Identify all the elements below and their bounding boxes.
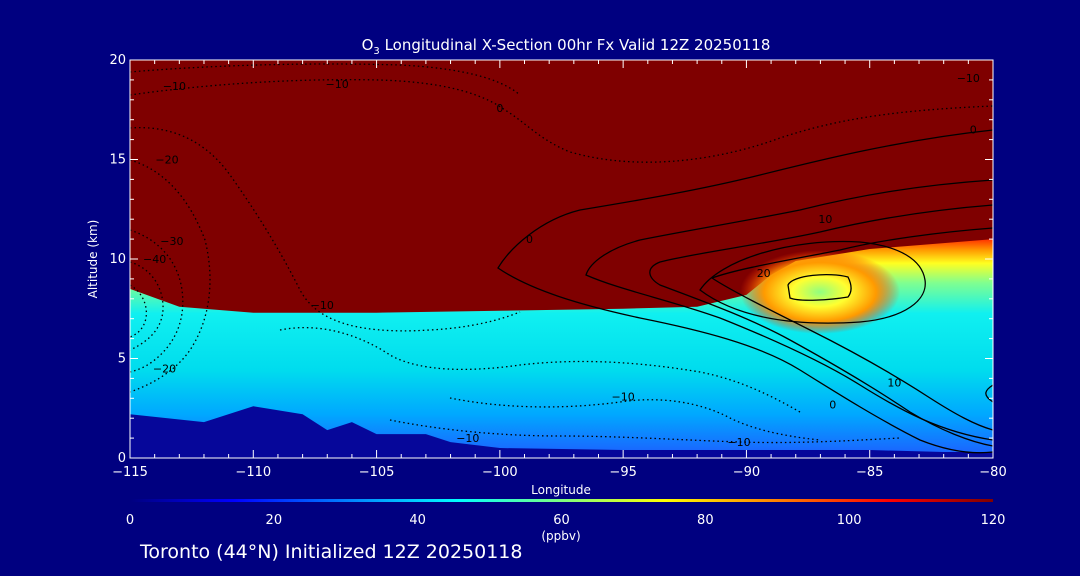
contour-zero-wedge <box>497 129 993 454</box>
contour-neg-left-2 <box>130 159 211 393</box>
colorbar-tick-label: 80 <box>697 513 714 528</box>
contour-10-wedge <box>585 179 993 441</box>
x-tick-label: −95 <box>609 465 636 480</box>
footer-text: Toronto (44°N) Initialized 12Z 20250118 <box>140 541 523 563</box>
contour-neg-mid <box>279 326 801 413</box>
x-tick-label: −85 <box>856 465 883 480</box>
high-ozone-anomaly <box>740 250 900 334</box>
terrain-fill <box>130 406 993 458</box>
contour-neg-minus10-top <box>130 63 521 96</box>
colorbar-unit: (ppbv) <box>541 529 580 543</box>
colorbar-tick-label: 100 <box>837 513 862 528</box>
contour-neg-upper <box>130 79 993 163</box>
contour-neg-minus10-low <box>449 397 821 441</box>
x-axis: −115 −110 −105 −100 −95 −90 −85 −80 <box>112 60 1007 480</box>
contour-anomaly-inner <box>787 273 852 301</box>
colorbar-tick-label: 60 <box>553 513 570 528</box>
contour-label: −10 <box>311 299 334 312</box>
contour-label: −10 <box>163 80 186 93</box>
y-tick-label: 5 <box>118 352 126 367</box>
contour-label: −10 <box>326 78 349 91</box>
contour-20-wedge <box>649 204 993 447</box>
colorbar-ticks: 0 20 40 60 80 100 120 <box>126 513 1006 528</box>
contour-neg-left-1 <box>130 126 521 332</box>
colorbar: 0 20 40 60 80 100 120 (ppbv) <box>126 499 1006 543</box>
colorbar-gradient <box>130 499 993 502</box>
contour-30-wedge <box>710 227 993 431</box>
contour-label: 0 <box>829 398 836 411</box>
contour-label: 10 <box>818 213 832 226</box>
y-tick-label: 20 <box>109 53 126 68</box>
colorbar-tick-label: 40 <box>409 513 426 528</box>
contour-label: 0 <box>970 124 977 137</box>
colorbar-tick-label: 120 <box>981 513 1006 528</box>
contour-label: −10 <box>727 436 750 449</box>
y-tick-label: 0 <box>118 451 126 466</box>
contour-label: −20 <box>155 154 178 167</box>
contour-label: −30 <box>160 235 183 248</box>
contour-label: 10 <box>887 376 901 389</box>
contour-right-edge <box>985 384 993 403</box>
contour-label: −10 <box>456 432 479 445</box>
contour-label-layer: −10 −10 −10 0 0 −20 10 −30 −40 0 20 −10 −20 10 −10 0 −10… <box>143 72 980 449</box>
x-tick-label: −90 <box>733 465 760 480</box>
contour-label: 0 <box>526 233 533 246</box>
contour-anomaly-outer <box>699 240 926 324</box>
colorbar-tick-label: 20 <box>266 513 283 528</box>
chart-title: O3 Longitudinal X-Section 00hr Fx Valid … <box>362 36 771 57</box>
x-tick-label: −115 <box>112 465 148 480</box>
colorbar-tick-label: 0 <box>126 513 134 528</box>
x-tick-label: −80 <box>979 465 1006 480</box>
x-tick-label: −100 <box>482 465 518 480</box>
x-tick-label: −110 <box>235 465 271 480</box>
contour-lines <box>130 63 993 454</box>
contour-label: −40 <box>143 253 166 266</box>
x-axis-label: Longitude <box>531 483 591 497</box>
contour-label: −10 <box>957 72 980 85</box>
contour-label: −20 <box>153 362 176 375</box>
contour-label: −10 <box>612 390 635 403</box>
y-tick-label: 15 <box>109 153 126 168</box>
x-tick-label: −105 <box>359 465 395 480</box>
plot-area: −10 −10 −10 0 0 −20 10 −30 −40 0 20 −10 −20 10 −10 0 −10… <box>130 60 993 458</box>
y-tick-label: 10 <box>109 252 126 267</box>
y-axis-label: Altitude (km) <box>86 220 100 299</box>
y-axis: 0 5 10 15 20 <box>109 53 993 466</box>
contour-label: 20 <box>757 267 771 280</box>
contour-label: 0 <box>496 102 503 115</box>
contour-neg-left-3 <box>130 229 184 373</box>
